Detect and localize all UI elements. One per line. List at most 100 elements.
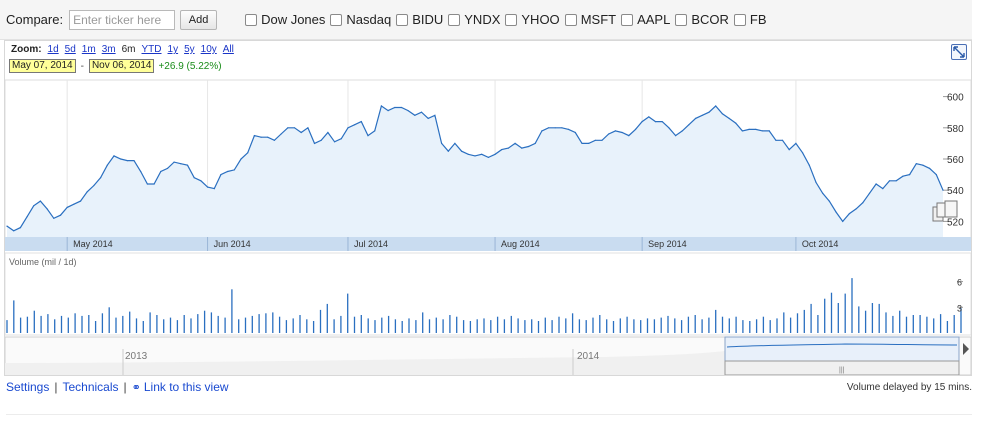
checkbox-box[interactable] <box>621 13 634 26</box>
price-point <box>73 203 75 205</box>
volume-tick-label: 6 <box>957 278 962 288</box>
zoom-option-3m[interactable]: 3m <box>101 44 116 55</box>
date-range: May 07, 2014 - Nov 06, 2014 +26.9 (5.22%… <box>9 59 222 73</box>
checkbox-box[interactable] <box>396 13 409 26</box>
compare-checkbox-bidu[interactable]: BIDU <box>396 12 443 27</box>
price-point <box>675 135 677 137</box>
footer-separator: | <box>54 380 58 394</box>
price-point <box>140 170 142 173</box>
price-point <box>474 155 476 157</box>
price-point <box>66 206 68 208</box>
link-to-view[interactable]: Link to this view <box>143 380 229 394</box>
compare-checkbox-nasdaq[interactable]: Nasdaq <box>330 12 391 27</box>
price-point <box>909 174 911 176</box>
compare-checkbox-aapl[interactable]: AAPL <box>621 12 670 27</box>
compare-checkbox-yhoo[interactable]: YHOO <box>505 12 560 27</box>
price-point <box>153 183 155 185</box>
checkbox-box[interactable] <box>564 13 577 26</box>
price-point <box>280 133 282 135</box>
price-point <box>293 127 296 129</box>
price-point <box>862 202 864 204</box>
price-point <box>808 164 810 166</box>
range-start-date[interactable]: May 07, 2014 <box>9 59 76 73</box>
price-point <box>802 152 804 154</box>
price-point <box>842 220 844 222</box>
price-point <box>868 192 871 194</box>
price-point <box>213 188 215 190</box>
zoom-option-5d[interactable]: 5d <box>64 44 76 55</box>
price-point <box>768 130 770 132</box>
checkbox-label: YHOO <box>521 12 560 27</box>
range-separator: - <box>80 60 84 72</box>
checkbox-box[interactable] <box>448 13 461 26</box>
stock-chart: 600 580 560 540 520 May 2014 Jun 2014 Jul 2014 A… <box>5 79 971 375</box>
y-tick-label: 520 <box>947 217 964 228</box>
price-point <box>721 113 724 115</box>
zoom-option-6m[interactable]: 6m <box>121 44 136 55</box>
ticker-input[interactable] <box>69 9 176 30</box>
zoom-option-all[interactable]: All <box>222 44 234 55</box>
price-point <box>835 211 837 213</box>
x-tick-label: May 2014 <box>73 239 113 249</box>
zoom-option-5y[interactable]: 5y <box>184 44 195 55</box>
price-point <box>267 136 269 138</box>
price-point <box>26 216 28 218</box>
technicals-link[interactable]: Technicals <box>62 380 119 394</box>
checkbox-label: BIDU <box>412 12 444 27</box>
checkbox-box[interactable] <box>330 13 343 26</box>
overview-scrollbar[interactable] <box>724 360 960 375</box>
zoom-option-1d[interactable]: 1d <box>47 44 59 55</box>
price-point <box>327 131 329 134</box>
checkbox-label: YNDX <box>464 12 501 27</box>
compare-checkbox-dow-jones[interactable]: Dow Jones <box>245 12 325 27</box>
checkbox-box[interactable] <box>505 13 518 26</box>
expand-icon[interactable] <box>951 44 967 60</box>
zoom-option-ytd[interactable]: YTD <box>141 44 162 55</box>
price-point <box>654 121 657 123</box>
price-point <box>166 167 169 169</box>
price-point <box>180 163 182 165</box>
price-point <box>334 141 336 143</box>
price-point <box>922 164 924 166</box>
zoom-option-1m[interactable]: 1m <box>81 44 96 55</box>
price-point <box>400 106 403 109</box>
add-button[interactable]: Add <box>180 9 218 30</box>
compare-checkbox-fb[interactable]: FB <box>733 12 767 27</box>
footer-separator: | <box>123 380 127 394</box>
checkbox-label: FB <box>749 12 767 27</box>
price-point <box>106 164 108 166</box>
checkbox-box[interactable] <box>733 13 746 26</box>
zoom-option-10y[interactable]: 10y <box>200 44 217 55</box>
x-tick-label: Oct 2014 <box>802 239 839 249</box>
compare-label: Compare: <box>6 12 64 27</box>
checkbox-box[interactable] <box>675 13 688 26</box>
compare-checkbox-bcor[interactable]: BCOR <box>675 12 729 27</box>
price-change: +26.9 (5.22%) <box>158 60 222 72</box>
chart-panel: 600 580 560 540 520 May 2014 Jun 2014 Jul 2014 A… <box>4 40 972 376</box>
settings-link[interactable]: Settings <box>6 380 50 394</box>
price-point <box>427 117 429 119</box>
price-point <box>113 155 115 157</box>
compare-checkbox-yndx[interactable]: YNDX <box>448 12 500 27</box>
range-end-date[interactable]: Nov 06, 2014 <box>88 59 155 73</box>
price-point <box>708 111 710 113</box>
price-point <box>193 177 195 179</box>
checkbox-label: BCOR <box>691 12 729 27</box>
price-point <box>146 183 148 185</box>
compare-checkbox-msft[interactable]: MSFT <box>564 12 616 27</box>
price-point <box>13 230 15 232</box>
compare-bar: Compare: Add Dow Jones Nasdaq BIDU YNDX YHOO… <box>0 0 972 40</box>
price-point <box>888 180 891 182</box>
compare-checkbox-list: Dow Jones Nasdaq BIDU YNDX YHOO MSFT AAPL BCOR F… <box>245 12 771 27</box>
price-point <box>848 213 851 215</box>
price-point <box>160 170 162 173</box>
price-point <box>59 214 62 216</box>
price-point <box>360 121 362 123</box>
price-point <box>186 164 189 166</box>
price-point <box>608 133 610 135</box>
zoom-option-1y[interactable]: 1y <box>167 44 179 55</box>
y-tick-label: 540 <box>947 186 964 197</box>
checkbox-label: AAPL <box>637 12 671 27</box>
scroll-right-icon[interactable] <box>963 343 969 355</box>
checkbox-box[interactable] <box>245 13 258 26</box>
